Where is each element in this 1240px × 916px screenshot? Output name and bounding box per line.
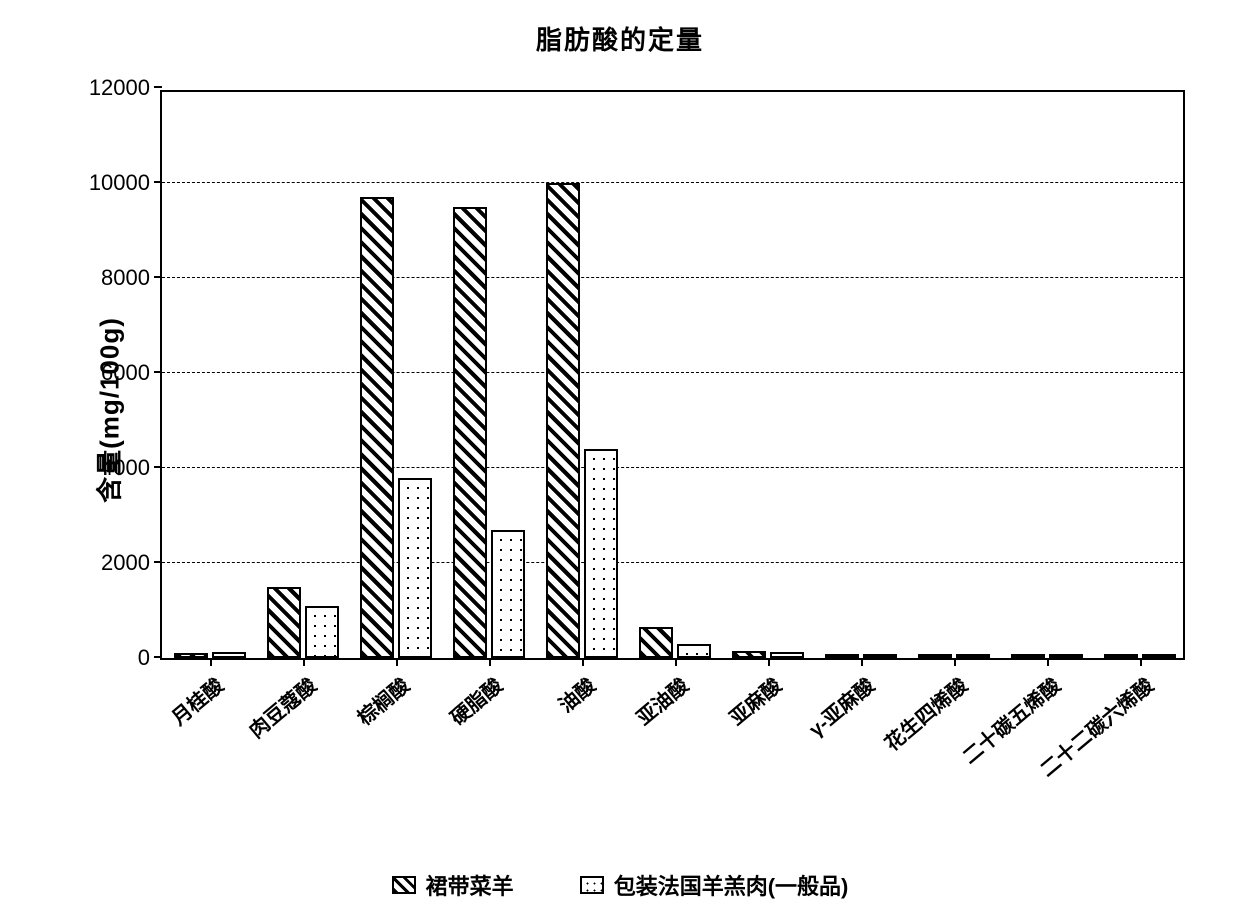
plot-area: 020004000600080001000012000月桂酸肉豆蔻酸棕榈酸硬脂酸…: [160, 90, 1185, 660]
x-tick-mark: [1047, 658, 1049, 666]
y-tick-mark: [154, 561, 162, 563]
bar-qundaicai: [732, 651, 766, 658]
x-tick-mark: [396, 658, 398, 666]
bar-french: [398, 478, 432, 659]
bar-french: [1049, 654, 1083, 658]
bar-qundaicai: [360, 197, 394, 658]
y-tick-label: 10000: [89, 170, 162, 196]
y-tick-label: 4000: [101, 455, 162, 481]
x-axis-label: 亚油酸: [522, 670, 694, 821]
bar-group: [360, 92, 432, 658]
x-axis-label: γ-亚麻酸: [708, 670, 880, 821]
legend-label-1: 裙带菜羊: [426, 869, 514, 901]
bar-qundaicai: [639, 627, 673, 658]
x-axis-label: 亚麻酸: [615, 670, 787, 821]
bar-qundaicai: [267, 587, 301, 658]
bar-french: [212, 652, 246, 658]
x-axis-label: 花生四烯酸: [801, 670, 973, 821]
legend-item-series-1: 裙带菜羊: [392, 869, 514, 901]
bar-qundaicai: [453, 207, 487, 658]
x-tick-mark: [768, 658, 770, 666]
chart-title: 脂肪酸的定量: [0, 20, 1240, 57]
bar-french: [677, 644, 711, 658]
x-axis-label: 肉豆蔻酸: [150, 670, 322, 821]
y-tick-mark: [154, 86, 162, 88]
legend-label-2: 包装法国羊羔肉(一般品): [614, 869, 849, 901]
x-tick-mark: [303, 658, 305, 666]
y-tick-mark: [154, 181, 162, 183]
x-axis-label: 二十碳五烯酸: [894, 670, 1066, 821]
y-tick-label: 0: [138, 645, 162, 671]
bar-group: [732, 92, 804, 658]
bar-group: [453, 92, 525, 658]
legend-swatch-dots: [580, 876, 604, 894]
legend-swatch-hatch: [392, 876, 416, 894]
y-tick-mark: [154, 371, 162, 373]
chart-container: 含量(mg/100g) 020004000600080001000012000月…: [45, 80, 1205, 740]
bar-group: [1011, 92, 1083, 658]
bar-french: [305, 606, 339, 658]
x-axis-label: 棕榈酸: [243, 670, 415, 821]
bar-qundaicai: [546, 183, 580, 658]
bar-group: [174, 92, 246, 658]
y-tick-label: 2000: [101, 550, 162, 576]
legend-item-series-2: 包装法国羊羔肉(一般品): [580, 869, 849, 901]
bar-qundaicai: [825, 654, 859, 658]
x-tick-mark: [675, 658, 677, 666]
y-tick-mark: [154, 466, 162, 468]
bar-group: [639, 92, 711, 658]
y-tick-label: 6000: [101, 360, 162, 386]
x-axis-label: 月桂酸: [57, 670, 229, 821]
x-axis-label: 硬脂酸: [336, 670, 508, 821]
y-tick-label: 12000: [89, 75, 162, 101]
bar-group: [546, 92, 618, 658]
bar-french: [491, 530, 525, 658]
legend: 裙带菜羊 包装法国羊羔肉(一般品): [0, 869, 1240, 901]
bar-qundaicai: [918, 654, 952, 658]
bar-qundaicai: [174, 653, 208, 658]
x-tick-mark: [582, 658, 584, 666]
bar-group: [267, 92, 339, 658]
bar-french: [1142, 654, 1176, 658]
bar-french: [863, 654, 897, 658]
bar-group: [918, 92, 990, 658]
y-tick-label: 8000: [101, 265, 162, 291]
bar-qundaicai: [1104, 654, 1138, 658]
bar-group: [1104, 92, 1176, 658]
x-tick-mark: [954, 658, 956, 666]
bar-group: [825, 92, 897, 658]
x-tick-mark: [489, 658, 491, 666]
bar-qundaicai: [1011, 654, 1045, 658]
x-tick-mark: [861, 658, 863, 666]
x-axis-label: 油酸: [429, 670, 601, 821]
y-tick-mark: [154, 656, 162, 658]
y-tick-mark: [154, 276, 162, 278]
bar-french: [584, 449, 618, 658]
bar-french: [770, 652, 804, 658]
x-tick-mark: [1140, 658, 1142, 666]
bar-french: [956, 654, 990, 658]
x-axis-label: 二十二碳六烯酸: [987, 670, 1159, 821]
x-tick-mark: [210, 658, 212, 666]
